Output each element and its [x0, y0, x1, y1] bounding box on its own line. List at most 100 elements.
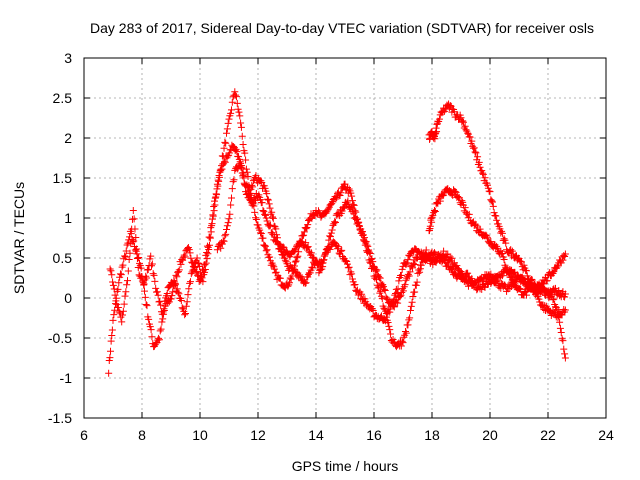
data-point — [523, 272, 531, 280]
data-point — [211, 194, 219, 202]
data-point — [409, 293, 417, 301]
data-point — [517, 274, 525, 282]
data-point — [401, 327, 409, 335]
data-point — [340, 204, 348, 212]
data-point — [302, 239, 310, 247]
data-point — [203, 255, 211, 263]
data-point — [231, 147, 239, 155]
data-point — [228, 185, 236, 193]
data-point — [116, 270, 124, 278]
data-point — [266, 222, 274, 230]
data-point — [363, 241, 371, 249]
data-point — [223, 129, 231, 137]
data-point — [221, 232, 229, 240]
data-point — [199, 278, 207, 286]
data-point — [221, 158, 229, 166]
data-point — [210, 202, 218, 210]
data-point — [328, 226, 336, 234]
data-point — [160, 305, 168, 313]
data-point — [161, 297, 169, 305]
data-point — [291, 247, 299, 255]
data-point — [198, 274, 206, 282]
data-point — [343, 260, 351, 268]
data-point — [213, 246, 221, 254]
data-point — [455, 270, 463, 278]
data-point — [182, 302, 190, 310]
data-point — [280, 251, 288, 259]
data-point — [251, 173, 259, 181]
data-point — [263, 190, 271, 198]
data-point — [173, 285, 181, 293]
data-point — [337, 247, 345, 255]
data-point — [265, 200, 273, 208]
y-tick-label: 3 — [64, 50, 72, 66]
data-point — [174, 268, 182, 276]
data-point — [368, 305, 376, 313]
data-point — [493, 216, 501, 224]
data-point — [491, 241, 499, 249]
data-point — [507, 246, 515, 254]
data-point — [399, 339, 407, 347]
data-point — [227, 201, 235, 209]
data-point — [382, 310, 390, 318]
data-point — [215, 173, 223, 181]
data-point — [381, 287, 389, 295]
axis-layer: 6 8 10 12 14 16 18 20 22 24 3 2.5 2 1.5 1 0.5 0 -0.5 -1 -1.… — [48, 50, 614, 443]
data-point — [444, 258, 452, 266]
data-point — [328, 199, 336, 207]
data-point — [195, 260, 203, 268]
data-point — [106, 265, 114, 273]
data-point — [227, 109, 235, 117]
data-point — [293, 253, 301, 261]
data-point — [284, 282, 292, 290]
data-point — [201, 265, 209, 273]
data-point — [152, 284, 160, 292]
data-point — [119, 311, 127, 319]
data-point — [131, 225, 139, 233]
data-point — [556, 324, 564, 332]
data-point — [173, 273, 181, 281]
data-point — [111, 306, 119, 314]
data-point — [109, 316, 117, 324]
data-point — [182, 310, 189, 318]
data-point — [212, 190, 220, 198]
data-point — [140, 280, 148, 288]
data-point — [125, 236, 133, 244]
data-point — [516, 285, 524, 293]
data-point — [541, 302, 549, 310]
y-tick-label: 1 — [64, 210, 72, 226]
data-point — [149, 270, 157, 278]
data-point — [468, 137, 476, 145]
data-point — [548, 268, 556, 276]
data-point — [500, 255, 508, 263]
data-point — [351, 214, 359, 222]
data-point — [382, 317, 390, 325]
data-point — [172, 271, 180, 279]
data-point — [381, 316, 389, 324]
data-point — [442, 105, 450, 113]
data-point — [508, 276, 516, 284]
data-point — [143, 274, 151, 282]
data-point — [289, 264, 297, 272]
data-point — [304, 243, 312, 251]
data-point — [294, 252, 302, 260]
data-point — [433, 128, 441, 136]
data-point — [263, 217, 271, 225]
data-point — [252, 214, 260, 222]
data-point — [491, 211, 499, 219]
y-tick-label: -1 — [60, 370, 73, 386]
data-point — [397, 342, 405, 350]
data-point — [239, 141, 247, 148]
data-point — [274, 240, 282, 248]
data-point — [225, 149, 233, 157]
data-point — [144, 265, 152, 273]
data-point — [560, 252, 568, 260]
data-point — [244, 172, 252, 180]
data-point — [207, 228, 215, 236]
data-point — [186, 249, 194, 257]
data-point — [325, 236, 333, 244]
data-point — [230, 176, 238, 184]
data-point — [150, 271, 158, 279]
data-point — [385, 322, 393, 330]
